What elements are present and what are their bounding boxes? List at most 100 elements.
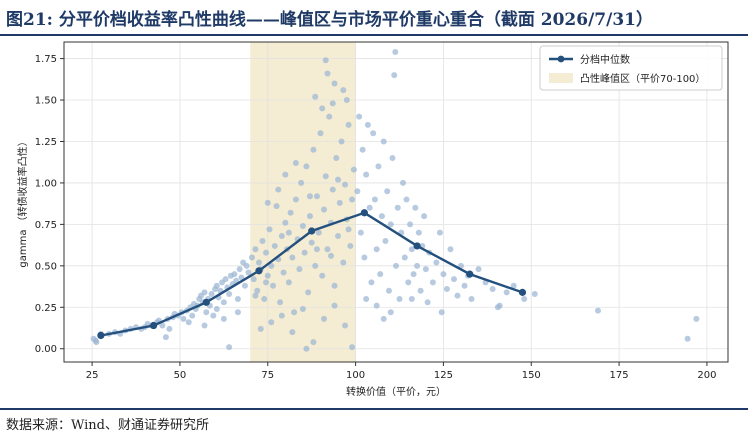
scatter-point: [299, 223, 306, 230]
scatter-point: [347, 242, 354, 249]
scatter-point: [289, 329, 296, 336]
scatter-point: [429, 279, 436, 286]
scatter-point: [243, 262, 250, 269]
scatter-point: [285, 229, 292, 236]
scatter-point: [329, 186, 336, 193]
axis-layer: 25 50 75 100 125 150 175 200 0.00 0.25 0.50 0.75 1.0…: [16, 41, 729, 398]
scatter-point: [277, 299, 284, 306]
scatter-point: [285, 279, 292, 286]
x-tick-label: 200: [697, 370, 716, 381]
scatter-point: [241, 282, 248, 289]
scatter-point: [282, 171, 289, 178]
scatter-point: [380, 138, 387, 145]
scatter-point: [213, 305, 220, 312]
scatter-point: [331, 282, 338, 289]
scatter-point: [159, 322, 166, 329]
scatter-point: [263, 279, 270, 286]
scatter-point: [396, 295, 403, 302]
scatter-point: [382, 237, 389, 244]
scatter-point: [384, 188, 391, 195]
scatter-point: [531, 291, 538, 298]
scatter-point: [368, 279, 375, 286]
scatter-point: [222, 276, 229, 283]
scatter-point: [166, 325, 173, 332]
scatter-point: [521, 295, 528, 302]
scatter-point: [417, 287, 424, 294]
scatter-point: [259, 237, 266, 244]
scatter-point: [210, 312, 217, 319]
scatter-point: [320, 206, 327, 213]
scatter-point: [405, 279, 412, 286]
scatter-point: [345, 226, 352, 233]
scatter-point: [356, 113, 363, 120]
scatter-point: [595, 307, 602, 314]
scatter-point: [310, 339, 317, 346]
scatter-point: [264, 272, 271, 279]
scatter-point: [392, 48, 399, 55]
scatter-point: [364, 121, 371, 128]
scatter-point: [308, 239, 315, 246]
scatter-point: [393, 262, 399, 269]
scatter-point: [335, 232, 342, 239]
scatter-point: [298, 179, 305, 186]
scatter-point: [377, 271, 384, 278]
scatter-point: [684, 335, 691, 342]
scatter-point: [306, 213, 313, 220]
y-tick-label: 0.25: [35, 303, 57, 314]
median-marker: [466, 270, 474, 278]
y-tick-label: 0.75: [35, 220, 57, 231]
scatter-point: [292, 160, 299, 167]
scatter-point: [454, 292, 461, 299]
scatter-point: [254, 287, 261, 294]
scatter-point: [391, 72, 398, 79]
scatter-point: [359, 146, 366, 153]
y-tick-label: 1.00: [35, 178, 57, 189]
scatter-point: [278, 312, 285, 319]
scatter-point: [310, 146, 317, 153]
scatter-point: [292, 196, 299, 203]
scatter-point: [361, 254, 368, 261]
scatter-point: [320, 315, 327, 322]
median-marker: [149, 321, 158, 330]
scatter-point: [299, 305, 306, 312]
scatter-point: [343, 97, 350, 104]
scatter-point: [443, 286, 450, 293]
median-marker: [360, 209, 368, 217]
scatter-point: [180, 315, 187, 322]
chart-title: 图21: 分平价档收益率凸性曲线——峰值区与市场平价重心重合（截面 2026/7…: [6, 10, 653, 30]
scatter-point: [363, 295, 370, 302]
scatter-point: [354, 188, 361, 195]
median-marker: [413, 242, 421, 250]
scatter-point: [319, 105, 326, 112]
median-marker: [97, 331, 105, 340]
scatter-point: [289, 254, 296, 261]
scatter-point: [213, 282, 220, 289]
scatter-point: [231, 271, 238, 278]
scatter-point: [403, 196, 410, 203]
plot-background: [0, 36, 748, 408]
scatter-point: [322, 57, 329, 64]
scatter-point: [268, 262, 275, 269]
scatter-point: [92, 337, 99, 344]
scatter-point: [252, 292, 259, 299]
scatter-point: [408, 295, 415, 302]
scatter-point: [266, 226, 273, 233]
scatter-point: [322, 173, 329, 180]
scatter-point: [306, 193, 313, 200]
scatter-point: [461, 282, 468, 289]
scatter-point: [270, 282, 277, 289]
y-tick-label: 0.00: [35, 344, 57, 355]
scatter-point: [208, 291, 215, 298]
scatter-point: [338, 138, 345, 145]
scatter-point: [387, 309, 394, 316]
scatter-point: [220, 299, 227, 306]
y-tick-label: 1.50: [35, 96, 57, 107]
scatter-point: [280, 269, 287, 276]
scatter-point: [303, 345, 310, 352]
y-tick-label: 1.25: [35, 137, 57, 148]
scatter-point: [436, 229, 443, 236]
scatter-point: [340, 259, 347, 266]
scatter-point: [422, 266, 429, 273]
scatter-point: [248, 254, 255, 261]
